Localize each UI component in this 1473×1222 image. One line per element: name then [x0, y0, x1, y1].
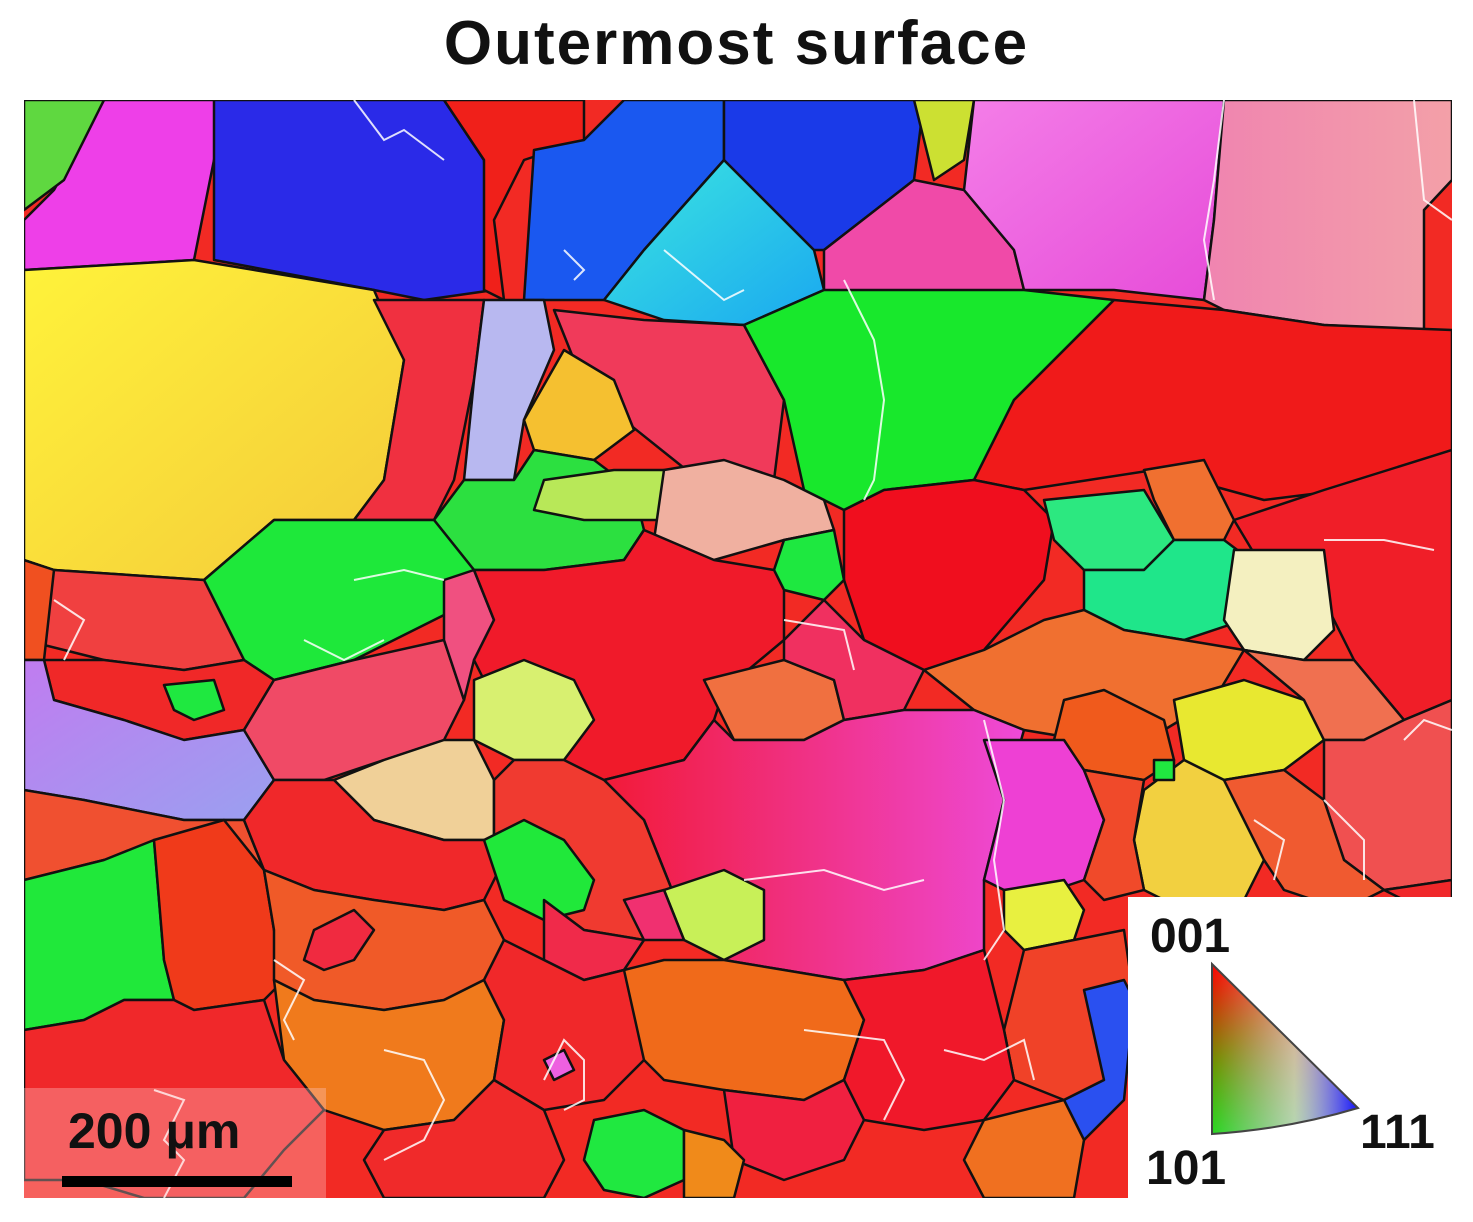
twin-boundary [53, 599, 86, 661]
twin-boundary [303, 639, 385, 662]
grain [472, 658, 596, 762]
grain [1382, 878, 1452, 902]
ipf-label-101: 101 [1146, 1142, 1227, 1195]
twin-boundary [663, 249, 745, 302]
scale-bar-label: 200 μm [68, 1103, 241, 1159]
ipf-label-111: 111 [1360, 1106, 1435, 1159]
grain [24, 100, 106, 212]
scale-bar [62, 1176, 292, 1187]
ipf-legend: 001 101 111 [1128, 897, 1473, 1198]
grain [302, 908, 376, 972]
twin-boundary [943, 1038, 1035, 1081]
twin-boundary [1324, 539, 1435, 551]
grain [622, 888, 686, 942]
grain [842, 478, 1056, 672]
grain [842, 948, 1016, 1132]
grain [462, 298, 556, 482]
twin-boundary [353, 100, 445, 161]
twin-boundary [543, 1038, 585, 1111]
grain [352, 298, 486, 522]
grain [162, 678, 226, 722]
grain-layer [24, 100, 1452, 1198]
grain [682, 1128, 746, 1198]
grain [972, 298, 1452, 502]
twin-boundary [563, 249, 586, 281]
grain [962, 1098, 1086, 1198]
twin-boundary [1403, 718, 1452, 741]
twin-boundary [1253, 819, 1286, 881]
twin-boundary [843, 279, 886, 501]
twin-boundary [803, 1029, 906, 1121]
twin-boundary [1413, 100, 1452, 221]
twin-boundary [1202, 100, 1225, 301]
twin-boundary [1323, 799, 1365, 880]
ebsd-orientation-map [24, 100, 1452, 1198]
twin-boundary [983, 719, 1006, 961]
twin-boundary [273, 959, 306, 1041]
grain [1062, 978, 1136, 1142]
twin-boundary [783, 619, 855, 671]
figure-title: Outermost surface [443, 9, 1030, 78]
twin-boundary [383, 1049, 446, 1161]
grain [362, 1078, 566, 1198]
grain [1222, 548, 1336, 662]
grain [582, 1108, 686, 1198]
grain [912, 100, 976, 182]
twin-boundary [743, 868, 925, 892]
grain [1202, 100, 1452, 332]
ipf-triangle [1211, 961, 1360, 1136]
grain [1082, 768, 1146, 902]
grain [1152, 758, 1176, 782]
twin-boundary [153, 1089, 186, 1198]
twin-boundary [353, 568, 445, 581]
grain [482, 818, 596, 922]
twin-boundaries [53, 100, 1452, 1198]
ipf-label-001: 001 [1150, 910, 1231, 963]
